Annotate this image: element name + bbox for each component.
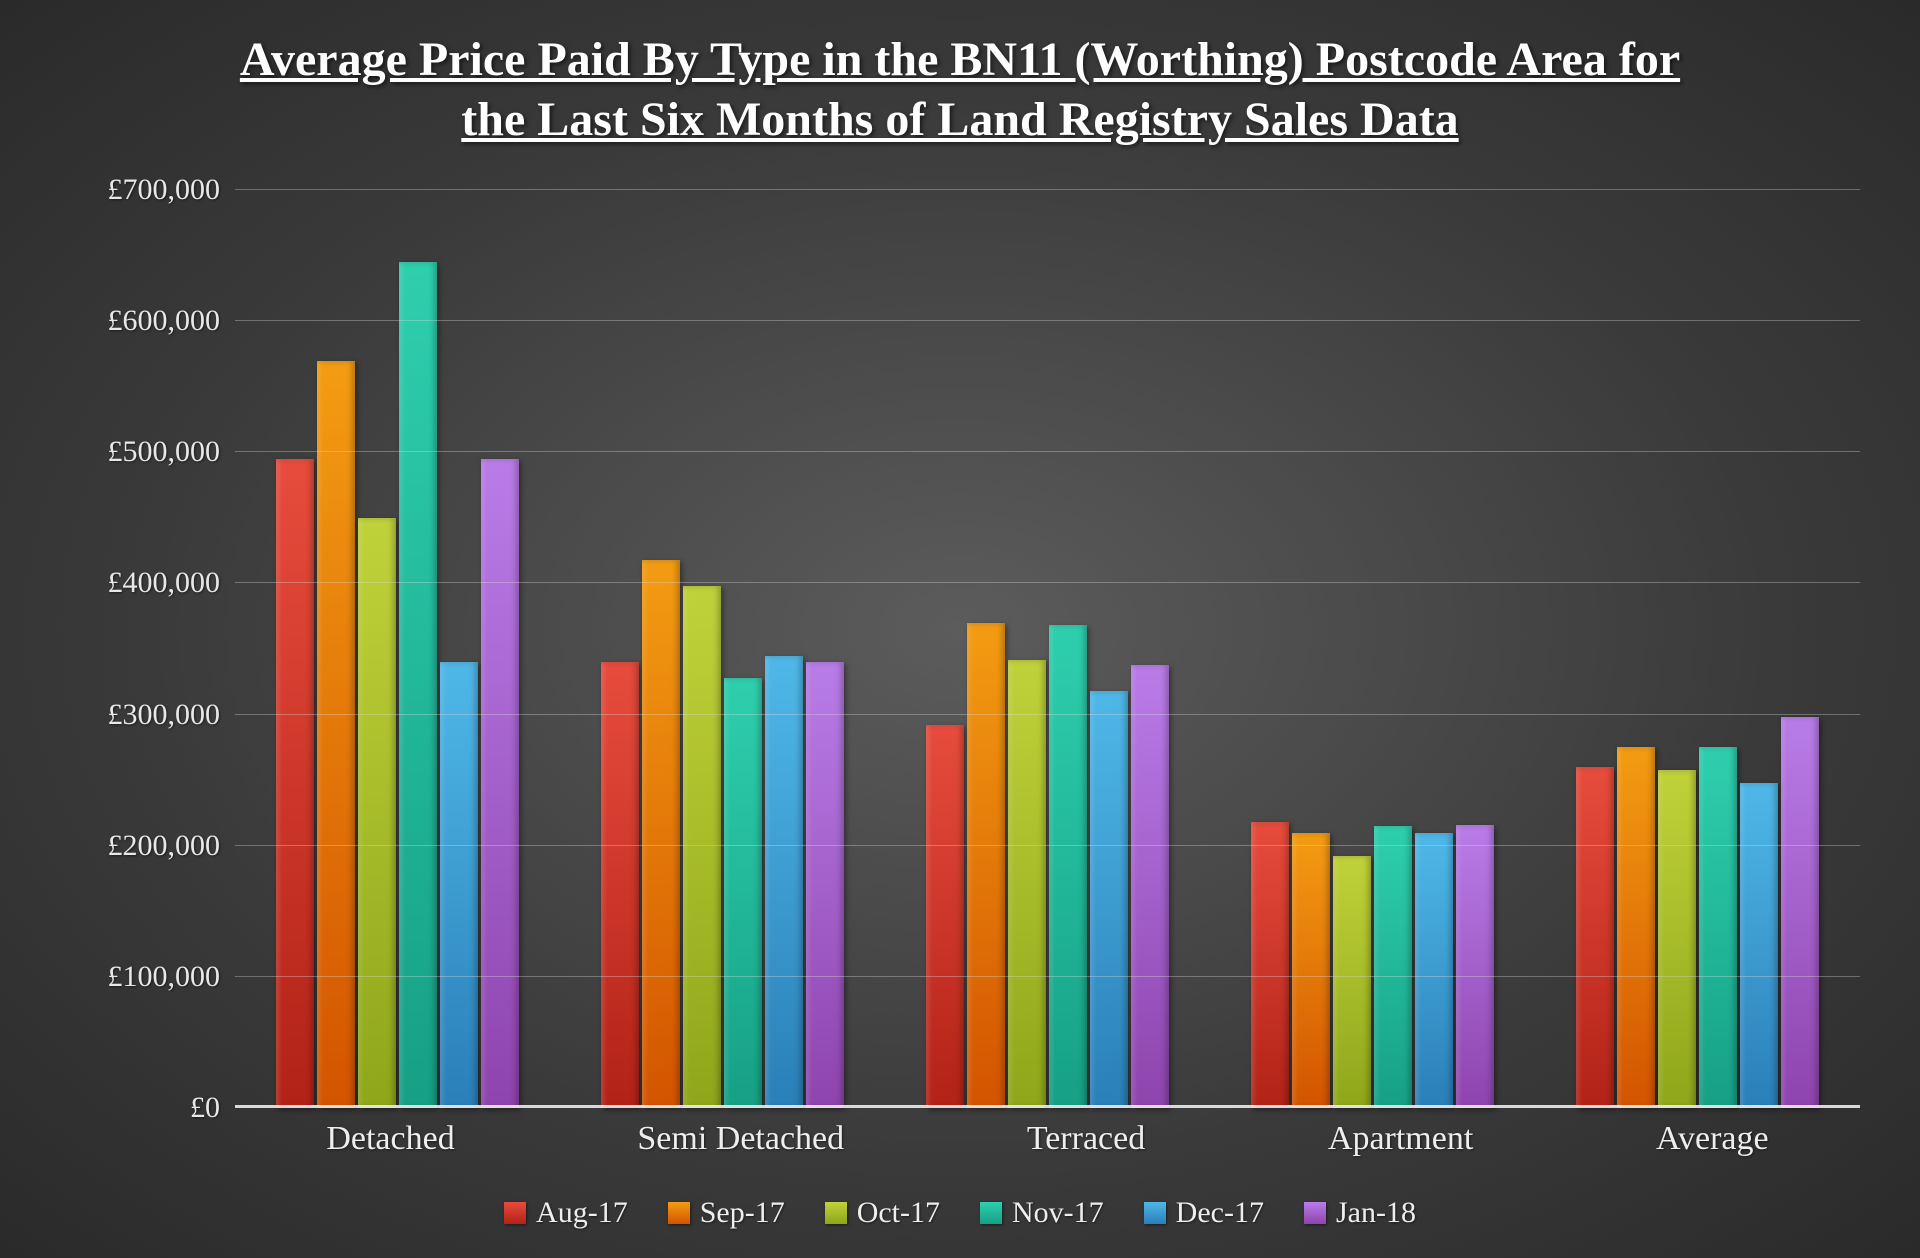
x-tick-label: Apartment	[1328, 1108, 1473, 1168]
y-tick-label: £700,000	[108, 173, 221, 207]
bar	[926, 725, 964, 1108]
bar	[724, 678, 762, 1108]
legend-swatch	[1304, 1202, 1326, 1224]
bar	[1617, 747, 1655, 1108]
bar	[1090, 691, 1128, 1108]
bar-group	[926, 190, 1169, 1108]
bar	[481, 459, 519, 1108]
plot-area	[235, 190, 1860, 1108]
gridline	[235, 976, 1860, 977]
x-axis-labels: Detached Semi Detached Terraced Apartment Av…	[235, 1108, 1860, 1168]
legend: Aug-17 Sep-17 Oct-17 Nov-17 Dec-17 Jan-18	[0, 1196, 1920, 1230]
y-tick-label: £300,000	[108, 698, 221, 732]
bar	[1658, 770, 1696, 1108]
legend-item: Sep-17	[668, 1196, 785, 1230]
gridline	[235, 582, 1860, 583]
chart-area: £0 £100,000 £200,000 £300,000 £400,000 £500,0…	[60, 190, 1860, 1168]
x-tick-label: Semi Detached	[637, 1108, 844, 1168]
bar	[1456, 825, 1494, 1108]
bar	[1131, 665, 1169, 1108]
legend-label: Dec-17	[1176, 1196, 1264, 1230]
x-tick-label: Detached	[326, 1108, 454, 1168]
legend-swatch	[980, 1202, 1002, 1224]
bar	[642, 560, 680, 1108]
legend-item: Aug-17	[504, 1196, 628, 1230]
bar	[1740, 783, 1778, 1108]
legend-label: Aug-17	[536, 1196, 628, 1230]
gridline	[235, 451, 1860, 452]
bar	[399, 262, 437, 1108]
y-tick-label: £200,000	[108, 829, 221, 863]
bar	[1292, 833, 1330, 1108]
x-tick-label: Average	[1656, 1108, 1769, 1168]
legend-label: Oct-17	[857, 1196, 940, 1230]
legend-swatch	[504, 1202, 526, 1224]
legend-label: Nov-17	[1012, 1196, 1104, 1230]
legend-item: Oct-17	[825, 1196, 940, 1230]
y-tick-label: £600,000	[108, 304, 221, 338]
bar	[1251, 822, 1289, 1108]
bar	[317, 361, 355, 1109]
gridline	[235, 845, 1860, 846]
gridline	[235, 189, 1860, 190]
legend-swatch	[1144, 1202, 1166, 1224]
bar	[358, 518, 396, 1108]
y-tick-label: £100,000	[108, 960, 221, 994]
bar	[683, 586, 721, 1108]
bar	[1576, 767, 1614, 1108]
legend-swatch	[668, 1202, 690, 1224]
chart-title: Average Price Paid By Type in the BN11 (…	[210, 30, 1710, 150]
legend-item: Jan-18	[1304, 1196, 1416, 1230]
bar	[1049, 625, 1087, 1108]
bar	[765, 656, 803, 1108]
y-tick-label: £500,000	[108, 435, 221, 469]
legend-item: Nov-17	[980, 1196, 1104, 1230]
legend-label: Sep-17	[700, 1196, 785, 1230]
legend-label: Jan-18	[1336, 1196, 1416, 1230]
bar	[806, 662, 844, 1108]
bar-group	[276, 190, 519, 1108]
bar-group	[601, 190, 844, 1108]
y-tick-label: £0	[190, 1091, 220, 1125]
bar	[1415, 833, 1453, 1108]
chart-slide: Average Price Paid By Type in the BN11 (…	[0, 0, 1920, 1258]
legend-item: Dec-17	[1144, 1196, 1264, 1230]
bar-group	[1251, 190, 1494, 1108]
bar-group	[1576, 190, 1819, 1108]
y-axis: £0£100,000£200,000£300,000£400,000£500,0…	[60, 190, 230, 1108]
y-tick-label: £400,000	[108, 566, 221, 600]
legend-swatch	[825, 1202, 847, 1224]
bar	[1333, 856, 1371, 1108]
gridline	[235, 714, 1860, 715]
bar	[601, 662, 639, 1108]
bar-groups	[235, 190, 1860, 1108]
bar	[1374, 826, 1412, 1108]
gridline	[235, 320, 1860, 321]
bar	[1008, 660, 1046, 1109]
bar	[967, 623, 1005, 1108]
bar	[1781, 717, 1819, 1108]
bar	[440, 662, 478, 1108]
bar	[1699, 747, 1737, 1108]
bar	[276, 459, 314, 1108]
x-tick-label: Terraced	[1027, 1108, 1145, 1168]
